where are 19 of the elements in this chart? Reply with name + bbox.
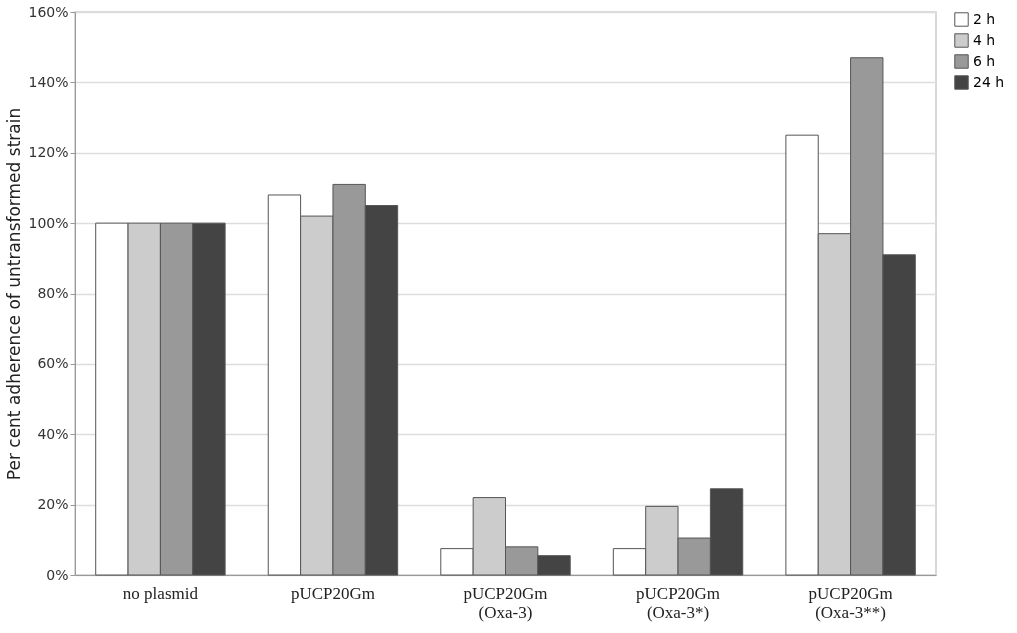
- y-tick-label: 40%: [37, 425, 69, 442]
- legend-label: 24 h: [973, 73, 1005, 90]
- x-tick-label: pUCP20Gm (Oxa-3**): [808, 583, 893, 622]
- y-tick-label: 0%: [46, 566, 69, 583]
- legend-label: 4 h: [973, 31, 996, 48]
- y-tick-label: 100%: [28, 214, 69, 231]
- x-tick-label: no plasmid: [122, 583, 199, 603]
- y-axis-title: Per cent adherence of untransformed strain: [4, 107, 25, 481]
- y-tick-label: 160%: [28, 3, 69, 20]
- x-tick-label: pUCP20Gm (Oxa-3): [463, 583, 548, 622]
- y-tick-label: 20%: [37, 496, 69, 513]
- x-tick-label: pUCP20Gm: [290, 583, 375, 603]
- legend-label: 2 h: [973, 10, 996, 27]
- x-tick-label: pUCP20Gm (Oxa-3*): [636, 583, 721, 622]
- legend-label: 6 h: [973, 52, 996, 69]
- y-tick-label: 140%: [28, 73, 69, 90]
- y-tick-label: 80%: [37, 285, 69, 301]
- y-tick-label: 120%: [28, 144, 69, 161]
- y-tick-label: 60%: [37, 355, 69, 372]
